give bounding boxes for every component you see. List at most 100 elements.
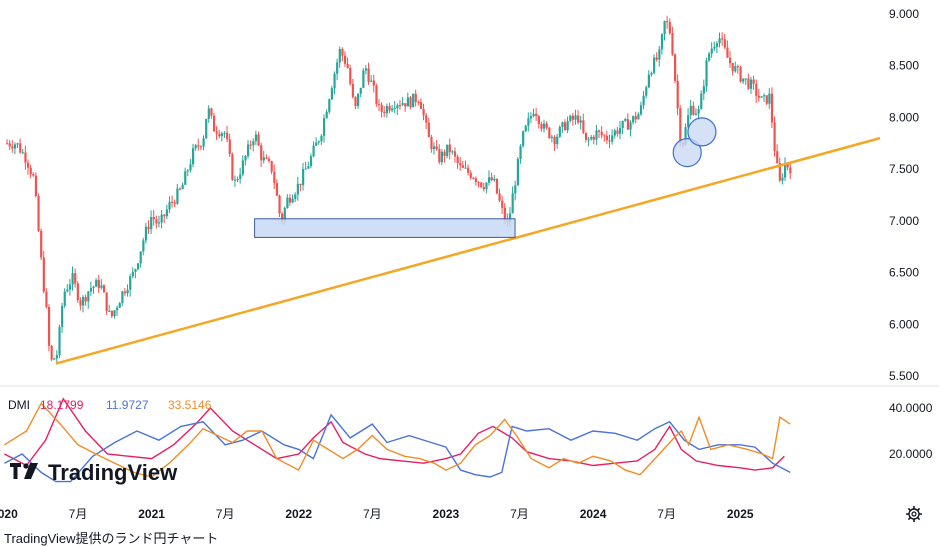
candle [210,107,213,119]
candle [338,46,341,68]
time-tick-label: 2023 [433,507,460,521]
candle [480,181,483,189]
candle [655,52,658,62]
candle [742,78,745,85]
dmi-legend-name[interactable]: DMI [8,398,30,412]
candle [467,164,470,176]
candle [592,134,595,145]
candle [443,149,446,163]
candle [16,142,19,149]
candle [278,194,281,218]
candle [464,160,467,169]
candle [239,167,242,184]
candle [291,194,294,204]
dmi-legend-adx: 33.5146 [168,398,212,412]
candle [218,129,221,139]
candle [134,268,137,279]
price-tick-label: 8.500 [889,59,919,73]
time-axis[interactable]: 2020 7月 2021 7月 2022 7月 2023 7月 2024 7月 2025 [0,507,754,521]
candle [626,113,630,130]
candle [624,117,627,122]
candle [186,169,189,177]
candle [317,140,320,145]
candle [113,309,116,319]
candle [37,193,40,232]
candle [95,278,98,287]
settings-gear-icon[interactable] [906,506,922,522]
candle [50,344,53,362]
candle [171,195,174,208]
candle [744,78,747,85]
dmi-legend-minus-di: 11.9727 [106,398,149,412]
candle [265,154,268,160]
candle [349,64,352,86]
candle [236,176,239,182]
candle [176,183,179,205]
candle [398,99,402,110]
candle [286,194,289,209]
candle [63,288,66,308]
candle [212,112,216,132]
candle [333,71,336,95]
candle [522,130,525,148]
price-axis[interactable]: 9.000 8.500 8.000 7.500 7.000 6.500 6.000 5.500 [889,7,919,383]
candle [673,53,677,84]
candle [776,144,779,164]
candle [645,85,648,99]
candle [247,140,250,159]
candle [417,100,420,106]
candle [618,121,622,140]
candle [92,285,95,294]
candle [343,51,347,67]
candle [600,126,603,139]
candle [474,176,478,186]
candle [537,114,540,129]
highlight-circles [672,117,717,168]
candle [514,180,517,201]
candle [100,279,103,290]
candle [621,120,624,134]
candle [637,112,640,120]
candle [205,118,208,139]
candle [71,266,74,291]
tradingview-wordmark: TradingView [48,460,178,485]
candle [61,302,64,333]
price-tick-label: 6.500 [889,266,919,280]
candle [605,130,609,145]
candle [639,101,643,116]
candle [422,103,425,121]
candle [307,161,310,170]
candle [241,155,244,177]
candle [163,214,166,224]
candle [215,126,218,140]
candle [409,96,412,110]
candle [275,179,279,197]
candle [76,281,79,303]
candle [131,267,134,279]
candle [566,116,569,134]
candle [137,262,140,271]
candle [367,62,370,85]
candle [574,109,577,125]
time-tick-label: 7月 [510,507,529,521]
candle [354,96,357,110]
candle [155,215,158,229]
candle [414,89,417,107]
candle [577,110,580,125]
highlight-circle [687,117,717,147]
candle [616,126,619,137]
dmi-tick-label: 40.0000 [889,401,933,415]
candle [168,196,171,214]
candle [739,65,742,83]
candle [608,134,611,149]
candle [260,142,263,168]
candle [459,157,462,171]
candle [380,102,383,118]
candle [524,124,527,133]
candle [783,157,787,181]
candle [388,102,391,114]
candle [477,181,480,188]
candle [687,108,690,128]
candle [194,143,197,151]
